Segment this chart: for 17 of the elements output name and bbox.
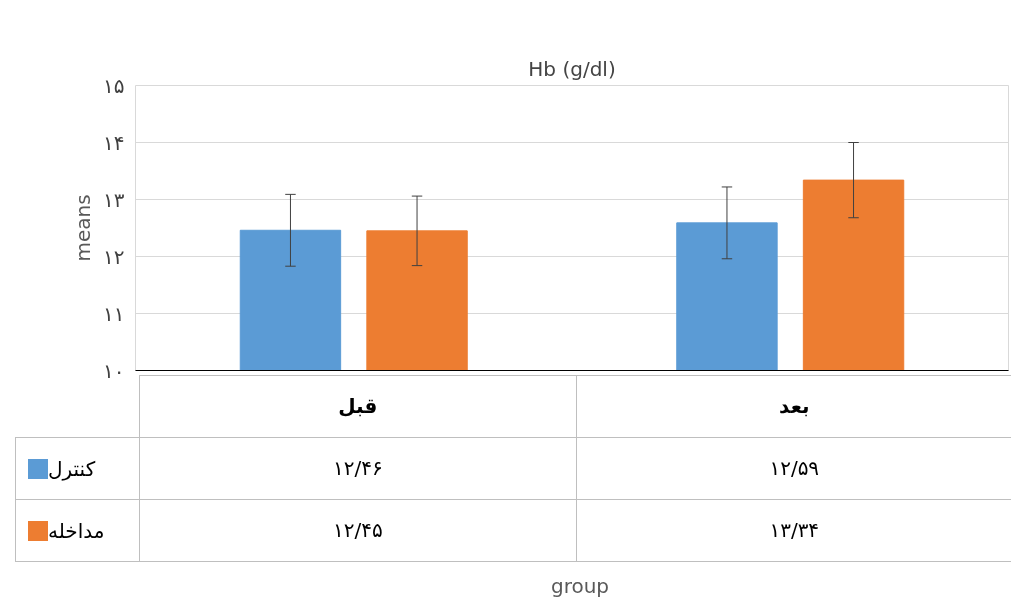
data-label: ۱۲/۵۹ (576, 437, 1011, 500)
data-label: ۱۳/۳۴ (576, 499, 1011, 562)
y-tick-label: ۱۴ (103, 130, 125, 155)
y-axis-title: means (71, 194, 96, 262)
x-tick-label: قبل (139, 375, 577, 438)
y-tick-label: ۱۲ (103, 244, 125, 269)
data-label: ۱۲/۴۶ (139, 437, 577, 500)
legend-label: کنترل (48, 456, 96, 481)
x-tick-label: بعد (576, 375, 1011, 438)
y-tick-label: ۱۰ (103, 358, 125, 383)
data-label: ۱۲/۴۵ (139, 499, 577, 562)
y-tick-label: ۱۱ (103, 301, 125, 326)
chart-title: Hb (g/dl) (528, 56, 616, 81)
y-tick-label: ۱۳ (103, 187, 125, 212)
text: group (549, 573, 611, 600)
y-tick-label: ۱۵ (103, 73, 125, 98)
legend-label: مداخله (48, 518, 105, 543)
